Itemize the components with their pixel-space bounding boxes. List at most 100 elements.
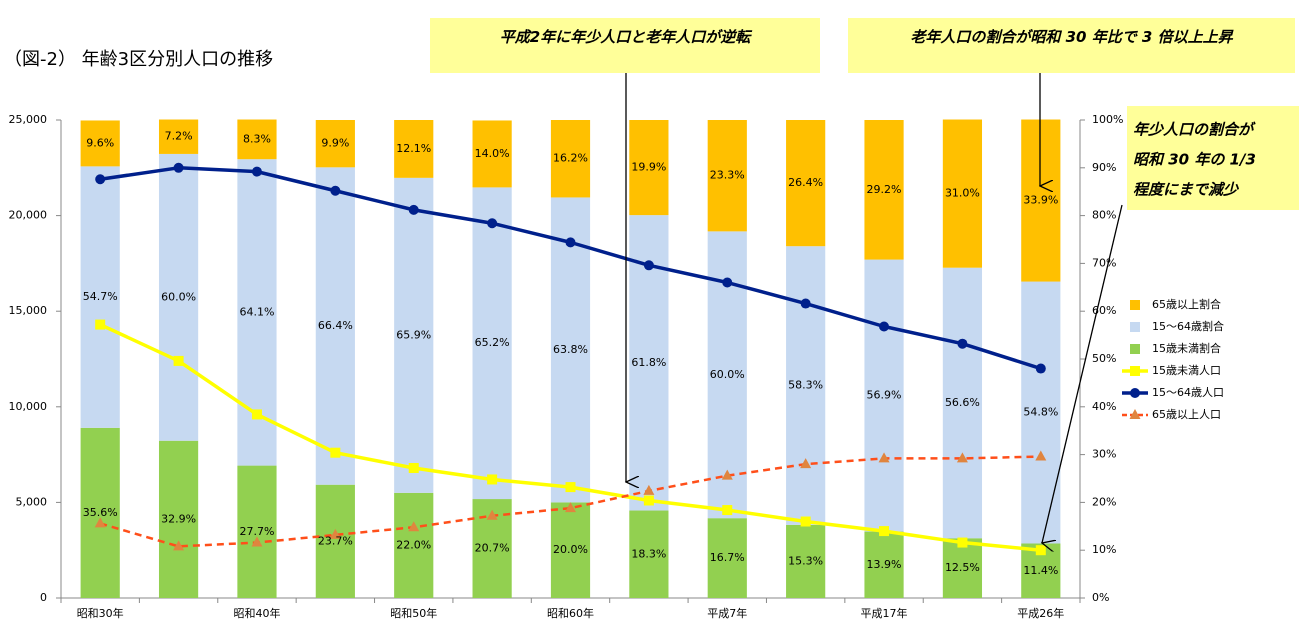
bar-segment [472,120,512,188]
bar-segment [394,492,434,598]
data-label: 20.0% [553,543,588,556]
data-label: 22.0% [396,538,431,551]
line-marker [1035,363,1046,374]
bar-segment [394,177,434,493]
bar-segment [864,120,904,260]
bar-segment [942,267,983,539]
data-label: 16.7% [710,551,745,564]
callout-text: 平成2年に年少人口と老年人口が逆転 [500,28,753,46]
bar-segment [1021,281,1061,544]
bar-segment [550,502,591,598]
data-label: 54.7% [83,290,118,303]
line-marker [565,482,576,493]
bar-segment [942,538,983,598]
bar-segment [80,427,120,598]
data-label: 16.2% [553,152,588,165]
data-label: 18.3% [631,547,666,560]
bar-segment [629,120,669,216]
bar-segment [472,187,512,500]
line-marker [94,517,106,528]
line-marker [408,521,420,532]
bar-segment [864,259,904,532]
bar-segment [80,120,120,167]
legend-label: 65歳以上人口 [1152,408,1221,421]
data-label: 31.0% [945,187,980,200]
data-label: 65.9% [396,328,431,341]
x-tick-label: 昭和60年 [547,606,594,620]
legend-marker [1129,409,1141,419]
bar-segment [237,465,277,598]
y-tick-label: 15,000 [9,304,48,317]
data-label: 9.6% [86,136,114,149]
bar-segment [1021,119,1061,282]
line-marker [878,452,890,463]
callout-box [1127,106,1299,210]
legend-label: 15歳未満人口 [1152,364,1221,377]
legend-swatch [1130,300,1140,310]
line-marker [1035,545,1046,556]
line-marker [957,338,968,349]
y-tick-label: 10,000 [9,400,48,413]
line-marker [251,166,262,177]
data-label: 19.9% [631,161,666,174]
data-label: 32.9% [161,512,196,525]
data-label: 58.3% [788,379,823,392]
line-marker [95,319,106,330]
data-label: 8.3% [243,132,271,145]
bar-segment [707,518,747,598]
data-label: 23.3% [710,169,745,182]
data-label: 23.7% [318,534,353,547]
bar-segment [158,153,199,441]
bar-segment [707,120,747,232]
y2-tick-label: 70% [1092,256,1116,269]
data-label: 56.6% [945,396,980,409]
callout-text: 程度にまで減少 [1133,181,1240,199]
y-tick-label: 5,000 [16,495,48,508]
bar-segment [158,119,199,154]
y2-tick-label: 10% [1092,543,1116,556]
line-marker [251,536,263,547]
legend-label: 15～64歳人口 [1152,386,1224,399]
bar-segment [786,120,826,247]
bar-segment [864,531,904,598]
y2-tick-label: 50% [1092,352,1116,365]
bar-segment [80,166,120,428]
data-label: 63.8% [553,343,588,356]
y2-tick-label: 90% [1092,161,1116,174]
line-marker [173,355,184,366]
line-marker [722,277,733,288]
y2-tick-label: 40% [1092,400,1116,413]
bar-segment [942,119,983,268]
line-marker [879,321,890,332]
line-marker [251,409,262,420]
data-label: 35.6% [83,506,118,519]
data-label: 60.0% [710,368,745,381]
line-marker [330,185,341,196]
y-tick-label: 20,000 [9,209,48,222]
line-marker [329,528,341,539]
bar-segment [158,440,199,598]
line-marker [957,537,968,548]
line-marker [643,260,654,271]
data-label: 14.0% [475,147,510,160]
chart-title: （図-2） 年齢3区分別人口の推移 [4,49,273,70]
line-marker [95,174,106,185]
line-marker [487,474,498,485]
line-marker [722,505,733,516]
legend-label: 15歳未満割合 [1152,341,1221,355]
x-tick-label: 昭和50年 [390,606,437,620]
x-tick-label: 平成7年 [707,606,747,620]
line-marker [956,452,968,463]
line-marker [800,298,811,309]
line-marker [173,162,184,173]
y-tick-label: 25,000 [9,113,48,126]
line-marker [879,526,890,537]
bar-segment [550,197,591,503]
data-label: 20.7% [475,542,510,555]
callout-box [848,18,1295,73]
bar-segment [237,119,277,160]
callout-text: 昭和 30 年の 1/3 [1133,151,1256,169]
data-label: 26.4% [788,176,823,189]
legend-marker [1130,388,1140,398]
